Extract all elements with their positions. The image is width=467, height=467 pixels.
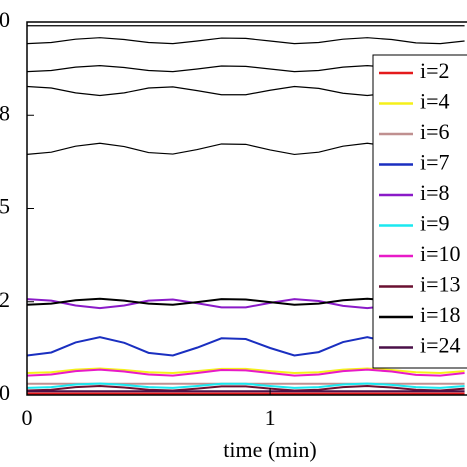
legend-label: i=9 bbox=[420, 211, 450, 236]
legend-label: i=2 bbox=[420, 58, 450, 83]
x-axis-label: time (min) bbox=[223, 437, 316, 462]
y-tick-label: 0.0 bbox=[0, 380, 10, 405]
legend-label: i=4 bbox=[420, 89, 450, 114]
x-tick-label: 1 bbox=[265, 405, 276, 430]
legend-label: i=7 bbox=[420, 150, 450, 175]
legend-label: i=6 bbox=[420, 119, 450, 144]
y-tick-label: 0.5 bbox=[0, 194, 10, 219]
series-line bbox=[27, 368, 465, 377]
series-line bbox=[27, 382, 465, 389]
legend-label: i=10 bbox=[420, 241, 461, 266]
series-line bbox=[27, 385, 465, 392]
y-tick-label: 0.8 bbox=[0, 100, 10, 125]
series-line bbox=[27, 367, 465, 374]
legend-label: i=13 bbox=[420, 272, 461, 297]
series-line bbox=[27, 37, 465, 45]
y-tick-label: 1.0 bbox=[0, 7, 10, 32]
x-tick-label: 0 bbox=[22, 405, 33, 430]
legend-label: i=8 bbox=[420, 180, 450, 205]
y-tick-label: 0.2 bbox=[0, 287, 10, 312]
legend: i=2 i=4 i=6 i=7 i=8 i=9 i=10 i=13 i=18 i=24 bbox=[372, 54, 467, 369]
legend-label: i=24 bbox=[420, 333, 461, 358]
legend-label: i=18 bbox=[420, 302, 461, 327]
